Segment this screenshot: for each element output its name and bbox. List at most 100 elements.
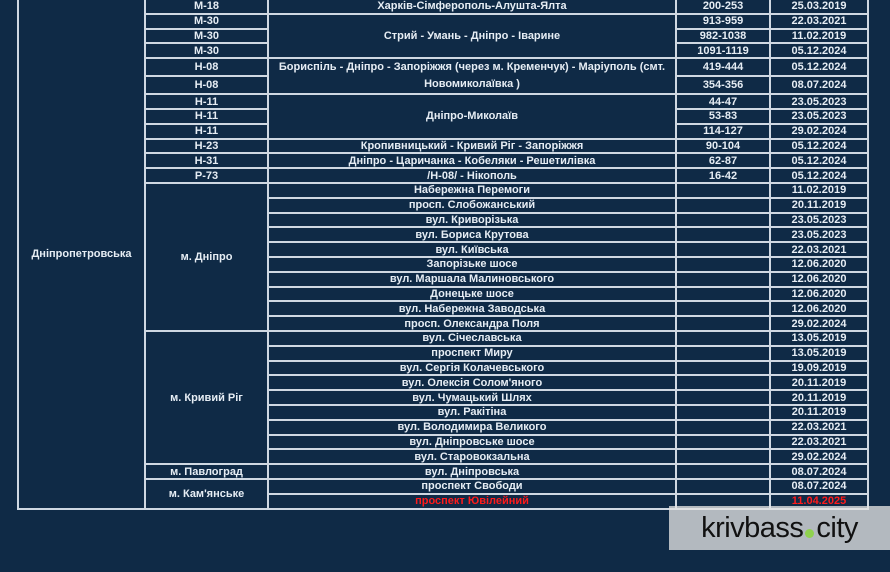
table-row: Н-08 354-356 08.07.2024 xyxy=(18,75,869,96)
date-cell: 05.12.2024 xyxy=(769,42,869,60)
street-cell: вул. Володимира Великого xyxy=(267,418,677,436)
city-cell: м. Дніпро xyxy=(144,181,269,332)
date-cell: 05.12.2024 xyxy=(769,152,869,170)
street-cell: вул. Маршала Малиновського xyxy=(267,270,677,288)
km-cell: 1091-1119 xyxy=(675,42,771,60)
street-cell: вул. Ракітіна xyxy=(267,403,677,421)
km-cell: 354-356 xyxy=(675,75,771,96)
street-cell: вул. Січеславська xyxy=(267,329,677,347)
route-cell: Харків-Сімферополь-Алушта-Ялта xyxy=(267,0,677,15)
route-cell: Стрий - Умань - Дніпро - Іваринe xyxy=(267,12,677,60)
date-cell: 20.11.2019 xyxy=(769,403,869,421)
table-row: Запорізьке шосе 12.06.2020 xyxy=(18,255,869,273)
table-row: проспект Ювілейний 11.04.2025 xyxy=(18,492,869,510)
date-cell: 08.07.2024 xyxy=(769,463,869,480)
date-cell: 05.12.2024 xyxy=(769,167,869,184)
street-cell: вул. Криворізька xyxy=(267,211,677,229)
km-cell xyxy=(675,181,771,199)
table-row: М-30 1091-1119 05.12.2024 xyxy=(18,42,869,60)
city-cell: м. Кривий Ріг xyxy=(144,329,269,466)
table-row: Н-23 Кропивницький - Кривий Ріг - Запоріж… xyxy=(18,137,869,155)
route-cell: Дніпро-Миколаїв xyxy=(267,93,677,140)
date-cell: 23.05.2023 xyxy=(769,107,869,125)
street-cell: вул. Старовокзальна xyxy=(267,448,677,466)
table-row: М-30 982-1038 11.02.2019 xyxy=(18,27,869,45)
street-cell: просп. Олександра Поля xyxy=(267,315,677,332)
table-row: Н-31 Дніпро - Царичанка - Кобеляки - Реше… xyxy=(18,152,869,170)
km-cell xyxy=(675,241,771,258)
road-code-cell: Н-08 xyxy=(144,57,269,78)
street-cell: проспект Свободи xyxy=(267,477,677,495)
table-container: Дніпропетровська М-18 Харків-Сімферополь-А… xyxy=(17,0,869,510)
city-cell: м. Павлоград xyxy=(144,463,269,480)
watermark-dot-icon xyxy=(805,528,815,538)
table-row: Дніпропетровська М-18 Харків-Сімферополь-А… xyxy=(17,0,869,510)
road-code-cell: М-30 xyxy=(144,42,269,60)
km-cell: 90-104 xyxy=(675,137,771,155)
street-cell: вул. Сергія Колачевського xyxy=(267,359,677,377)
km-cell xyxy=(675,315,771,332)
date-cell: 22.03.2021 xyxy=(769,241,869,258)
km-cell xyxy=(675,255,771,273)
watermark-right: city xyxy=(816,511,858,544)
street-cell: Набережна Перемоги xyxy=(267,181,677,199)
date-cell: 29.02.2024 xyxy=(769,122,869,140)
street-cell: Донецьке шосе xyxy=(267,285,677,303)
table-row: вул. Чумацький Шлях 20.11.2019 xyxy=(18,389,869,406)
km-cell xyxy=(675,374,771,392)
km-cell xyxy=(675,344,771,362)
route-cell: Бориспіль - Дніпро - Запоріжжя (через м.… xyxy=(267,57,677,96)
table-row: вул. Маршала Малиновського 12.06.2020 xyxy=(18,270,869,288)
street-cell: вул. Чумацький Шлях xyxy=(267,389,677,406)
date-cell: 20.11.2019 xyxy=(769,374,869,392)
date-cell: 12.06.2020 xyxy=(769,255,869,273)
km-cell: 419-444 xyxy=(675,57,771,78)
region-cell: Дніпропетровська xyxy=(17,0,146,510)
km-cell xyxy=(675,418,771,436)
table-row: м. Кам'янське проспект Свободи 08.07.2024 xyxy=(18,477,869,510)
km-cell xyxy=(675,270,771,288)
city-cell: м. Кам'янське xyxy=(144,477,269,510)
date-cell: 19.09.2019 xyxy=(769,359,869,377)
table-row: вул. Ракітіна 20.11.2019 xyxy=(18,403,869,421)
date-cell: 29.02.2024 xyxy=(769,315,869,332)
km-cell: 913-959 xyxy=(675,12,771,30)
table-row: м. Кривий Ріг вул. Січеславська 13.05.2019 xyxy=(18,329,869,466)
date-cell: 20.11.2019 xyxy=(769,196,869,214)
table-row: вул. Сергія Колачевського 19.09.2019 xyxy=(18,359,869,377)
table-row: Н-11 Дніпро-Миколаїв 44-47 23.05.2023 xyxy=(18,93,869,140)
road-code-cell: М-30 xyxy=(144,12,269,30)
table-row: Донецьке шосе 12.06.2020 xyxy=(18,285,869,303)
table-row: м. Павлоград вул. Дніпровська 08.07.2024 xyxy=(18,463,869,480)
street-cell: вул. Дніпровська xyxy=(267,463,677,480)
street-cell: вул. Бориса Крутова xyxy=(267,226,677,244)
street-cell: проспект Миру xyxy=(267,344,677,362)
date-cell: 11.04.2025 xyxy=(769,492,869,510)
street-cell: вул. Київська xyxy=(267,241,677,258)
date-cell: 05.12.2024 xyxy=(769,57,869,78)
table-row: вул. Старовокзальна 29.02.2024 xyxy=(18,448,869,466)
km-cell xyxy=(675,329,771,347)
km-cell: 62-87 xyxy=(675,152,771,170)
table-row: Р-73/Н-08/ - Нікополь 16-42 05.12.2024 xyxy=(18,167,869,184)
road-code-cell: Н-31 xyxy=(144,152,269,170)
km-cell xyxy=(675,285,771,303)
km-cell xyxy=(675,389,771,406)
table-row: Н-11 114-127 29.02.2024 xyxy=(18,122,869,140)
date-cell: 12.06.2020 xyxy=(769,300,869,318)
table-row: Н-11 53-83 23.05.2023 xyxy=(18,107,869,125)
table-row: Н-08 Бориспіль - Дніпро - Запоріжжя (чере… xyxy=(18,57,869,96)
table-row: вул. Криворізька 23.05.2023 xyxy=(18,211,869,229)
street-cell: вул. Набережна Заводська xyxy=(267,300,677,318)
date-cell: 08.07.2024 xyxy=(769,75,869,96)
km-cell xyxy=(675,477,771,495)
table-row: вул. Олексія Солом'яного 20.11.2019 xyxy=(18,374,869,392)
road-code-cell: Р-73 xyxy=(144,167,269,184)
date-cell: 22.03.2021 xyxy=(769,418,869,436)
road-code-cell: Н-11 xyxy=(144,93,269,110)
street-cell: просп. Слобожанський xyxy=(267,196,677,214)
date-cell: 23.05.2023 xyxy=(769,93,869,110)
table-row: вул. Набережна Заводська 12.06.2020 xyxy=(18,300,869,318)
date-cell: 11.02.2019 xyxy=(769,27,869,45)
road-code-cell: Н-11 xyxy=(144,107,269,125)
